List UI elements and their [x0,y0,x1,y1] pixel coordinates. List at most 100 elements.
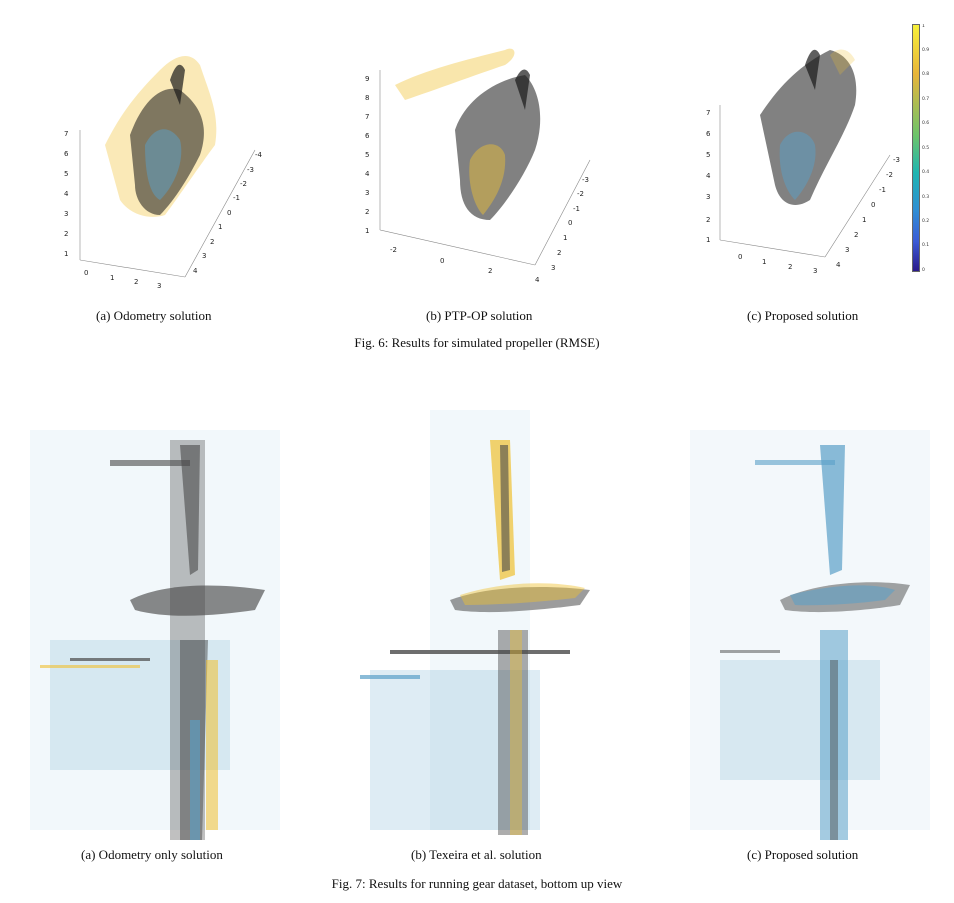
z-tick: 9 [365,75,369,83]
fig7: (a) Odometry only solution (b) Texeira e… [0,395,954,903]
fig6-panel-b-plot: 1 2 3 4 5 6 7 8 9 -2 0 2 4 -3 -2 -1 0 1 … [365,48,591,284]
y-tick: 0 [227,209,231,217]
x-tick: 0 [738,253,742,261]
z-tick: 6 [365,132,370,140]
fig7-caption: Fig. 7: Results for running gear dataset… [331,876,623,891]
fig7-panel-c-caption: (c) Proposed solution [747,847,859,862]
fig6-b-point-cloud [395,48,541,220]
y-tick: 1 [862,216,866,224]
z-tick: 1 [64,250,68,258]
y-tick: -2 [886,171,893,179]
fig6-panel-c-caption: (c) Proposed solution [747,308,859,323]
z-tick: 3 [64,210,68,218]
y-tick: -3 [893,156,900,164]
y-tick: 2 [854,231,858,239]
y-tick: -1 [233,194,240,202]
fig6-a-y-ticks: -4 -3 -2 -1 0 1 2 3 4 [193,151,263,275]
z-tick: 4 [706,172,711,180]
fig7-panel-a-caption: (a) Odometry only solution [81,847,223,862]
x-tick: 1 [762,258,766,266]
z-tick: 8 [365,94,369,102]
z-tick: 7 [64,130,68,138]
fig6-c-z-ticks: 1 2 3 4 5 6 7 [706,109,711,244]
fig7-panel-b-image [360,410,590,835]
fig6-b-z-ticks: 1 2 3 4 5 6 7 8 9 [365,75,370,235]
fig6-c-x-ticks: 0 1 2 3 [738,253,817,275]
fig7-panel-a-image [30,430,280,840]
z-tick: 5 [365,151,369,159]
colorbar-tick: 0.2 [922,218,929,224]
fig6-a-z-ticks: 1 2 3 4 5 6 7 [64,130,69,258]
colorbar-tick: 0.9 [922,47,929,53]
y-tick: -2 [577,190,584,198]
colorbar: 1 0.9 0.8 0.7 0.6 0.5 0.4 0.3 0.2 0.1 0 [912,24,942,273]
colorbar-tick: 1 [922,24,925,29]
fig7-panel-c-image [690,430,930,840]
fig6-panel-c-plot: 1 2 3 4 5 6 7 0 1 2 3 -3 -2 -1 0 1 2 3 4 [706,49,900,275]
fig6: 1 2 3 4 5 6 7 0 1 2 3 -4 -3 -2 -1 0 1 2 … [0,0,954,360]
colorbar-tick: 0.6 [922,120,929,126]
x-tick: 3 [157,282,161,290]
fig6-panel-b-caption: (b) PTP-OP solution [426,308,533,323]
colorbar-tick: 0.1 [922,242,929,248]
colorbar-tick: 0.8 [922,71,929,77]
y-tick: 1 [218,223,222,231]
colorbar-tick: 0.3 [922,194,929,200]
z-tick: 2 [64,230,68,238]
fig6-a-point-cloud [105,55,217,217]
z-tick: 7 [365,113,369,121]
z-tick: 3 [365,189,369,197]
z-tick: 6 [706,130,711,138]
x-tick: 0 [84,269,88,277]
y-tick: -3 [247,166,254,174]
colorbar-tick: 0.5 [922,145,929,151]
colorbar-tick: 0.4 [922,169,929,175]
y-tick: -1 [879,186,886,194]
colorbar-tick: 0.7 [922,96,929,102]
y-tick: 0 [871,201,875,209]
z-tick: 4 [365,170,370,178]
fig6-b-x-ticks: -2 0 2 4 [390,246,540,284]
z-tick: 2 [365,208,369,216]
fig6-c-point-cloud [760,49,857,205]
y-tick: -1 [573,205,580,213]
fig6-panel-a-plot: 1 2 3 4 5 6 7 0 1 2 3 -4 -3 -2 -1 0 1 2 … [64,55,263,290]
z-tick: 5 [706,151,710,159]
y-tick: -2 [240,180,247,188]
y-tick: 4 [836,261,841,269]
fig6-panel-a-caption: (a) Odometry solution [96,308,212,323]
fig7-panel-b-caption: (b) Texeira et al. solution [411,847,542,862]
x-tick: 4 [535,276,540,284]
x-tick: 2 [788,263,792,271]
x-tick: 2 [134,278,138,286]
y-tick: -3 [582,176,589,184]
fig6-b-y-ticks: -3 -2 -1 0 1 2 3 [551,176,589,272]
fig6-c-y-ticks: -3 -2 -1 0 1 2 3 4 [836,156,900,269]
y-tick: 2 [557,249,561,257]
y-tick: 2 [210,238,214,246]
z-tick: 1 [365,227,369,235]
x-tick: 3 [813,267,817,275]
fig6-caption: Fig. 6: Results for simulated propeller … [354,335,600,350]
y-tick: -4 [255,151,263,159]
x-tick: 0 [440,257,444,265]
z-tick: 5 [64,170,68,178]
x-tick: 2 [488,267,492,275]
x-tick: 1 [110,274,114,282]
z-tick: 2 [706,216,710,224]
y-tick: 4 [193,267,198,275]
y-tick: 3 [845,246,849,254]
y-tick: 1 [563,234,567,242]
y-tick: 3 [202,252,206,260]
x-tick: -2 [390,246,397,254]
y-tick: 3 [551,264,555,272]
z-tick: 7 [706,109,710,117]
fig6-a-x-ticks: 0 1 2 3 [84,269,161,290]
z-tick: 3 [706,193,710,201]
z-tick: 1 [706,236,710,244]
z-tick: 6 [64,150,69,158]
y-tick: 0 [568,219,572,227]
colorbar-gradient [912,24,920,272]
z-tick: 4 [64,190,69,198]
colorbar-tick: 0 [922,267,925,273]
